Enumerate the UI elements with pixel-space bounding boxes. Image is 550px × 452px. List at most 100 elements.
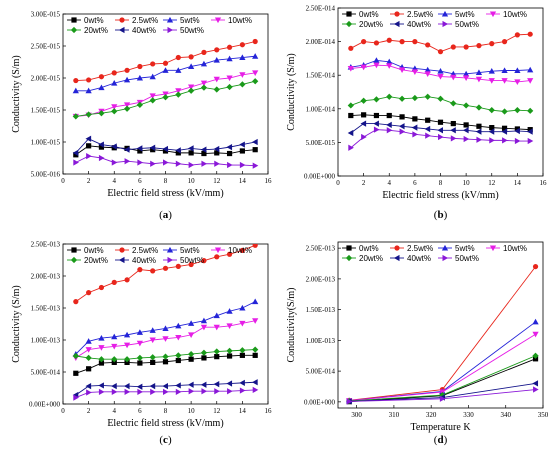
data-point — [501, 78, 508, 84]
data-point — [123, 342, 131, 349]
series-50wt% — [346, 386, 539, 405]
legend-label: 20wt% — [84, 256, 108, 265]
data-point — [386, 112, 392, 119]
series-20wt% — [72, 78, 259, 120]
data-point — [137, 267, 143, 273]
legend-entry: 2.5wt% — [390, 10, 433, 19]
data-point — [123, 105, 131, 112]
data-point — [348, 144, 354, 151]
data-point — [98, 144, 105, 150]
x-tick-label: 6 — [413, 179, 417, 187]
data-point — [200, 80, 208, 87]
data-point — [489, 137, 495, 144]
legend-label: 10wt% — [228, 16, 252, 25]
y-tick-label: 1.50E-013 — [31, 305, 61, 313]
data-point — [532, 352, 539, 359]
panel-a: 0 2 4 6 8 10 12 14 16 5.00E-016 1.00E-015 1.50E-015… — [11, 11, 272, 222]
data-point — [123, 146, 130, 153]
data-point — [111, 279, 117, 285]
legend-marker — [119, 17, 125, 23]
legend-label: 10wt% — [503, 10, 527, 19]
data-point — [252, 298, 259, 305]
data-point — [373, 96, 380, 103]
data-point — [111, 333, 118, 340]
y-tick-label: 1.00E-015 — [31, 139, 61, 147]
legend-marker — [118, 26, 125, 34]
data-point — [85, 135, 92, 142]
legend-label: 40wt% — [407, 20, 431, 29]
x-tick-label: 310 — [389, 411, 400, 419]
legend-label: 10wt% — [228, 246, 252, 255]
data-point — [98, 154, 105, 162]
data-point — [98, 356, 105, 363]
data-point — [124, 158, 131, 165]
legend-label: 5wt% — [180, 246, 200, 255]
x-tick-label: 10 — [463, 179, 471, 187]
legend-entry: 50wt% — [438, 20, 479, 29]
data-point — [239, 387, 246, 394]
data-point — [239, 161, 246, 169]
panel-d: 300 310 320 330 340 350 0.00E+000 5.00E-014 1.00… — [286, 241, 549, 446]
data-point — [213, 145, 220, 153]
legend-label: 50wt% — [180, 26, 204, 35]
y-tick-label: 1.50E-014 — [306, 72, 336, 80]
data-point — [373, 57, 380, 63]
legend-marker — [489, 11, 497, 18]
data-point — [527, 31, 533, 37]
data-point — [149, 354, 156, 361]
legend-entry: 20wt% — [342, 254, 383, 263]
x-tick-label: 4 — [113, 177, 117, 185]
x-tick-label: 0 — [61, 177, 65, 185]
data-point — [239, 72, 246, 78]
series-20wt% — [72, 346, 259, 363]
series-0wt% — [73, 143, 258, 158]
data-point — [86, 366, 92, 372]
legend-marker — [346, 11, 352, 17]
data-point — [412, 39, 418, 45]
data-point — [162, 94, 169, 101]
data-point — [200, 324, 208, 331]
data-point — [111, 359, 117, 365]
data-point — [175, 160, 182, 167]
legend-label: 0wt% — [84, 16, 104, 25]
y-tick-label: 2.50E-015 — [31, 43, 61, 51]
data-point — [98, 334, 105, 341]
data-point — [188, 350, 195, 358]
data-point — [463, 70, 470, 77]
legend-entry: 10wt% — [486, 244, 527, 253]
data-point — [175, 54, 181, 61]
data-point — [136, 340, 143, 347]
legend-marker — [394, 11, 400, 17]
y-tick-label: 1.00E-013 — [31, 337, 61, 345]
x-tick-label: 12 — [488, 179, 496, 187]
data-point — [252, 162, 259, 169]
x-tick-label: 300 — [351, 411, 362, 419]
data-point — [162, 382, 168, 390]
legend-entry: 20wt% — [67, 26, 108, 35]
data-point — [226, 55, 233, 62]
data-point — [239, 42, 245, 48]
data-point — [348, 112, 354, 119]
series-10wt% — [347, 62, 534, 86]
legend-marker — [70, 26, 78, 34]
data-point — [239, 54, 246, 61]
legend-marker — [214, 17, 222, 24]
data-point — [175, 334, 182, 341]
series-2.5wt% — [73, 244, 258, 305]
data-point — [438, 133, 444, 141]
data-point — [111, 143, 117, 150]
x-tick-label: 14 — [239, 177, 247, 185]
series-5wt% — [347, 57, 534, 77]
series-2.5wt% — [346, 263, 539, 403]
data-point — [123, 76, 131, 83]
data-point — [252, 138, 258, 146]
series-50wt% — [73, 386, 259, 401]
legend-entry: 2.5wt% — [115, 246, 158, 255]
data-point — [73, 394, 79, 401]
legend-label: 40wt% — [407, 254, 431, 263]
data-point — [346, 398, 353, 405]
data-point — [226, 353, 233, 359]
data-point — [175, 322, 182, 329]
plot-area-b — [347, 31, 534, 151]
